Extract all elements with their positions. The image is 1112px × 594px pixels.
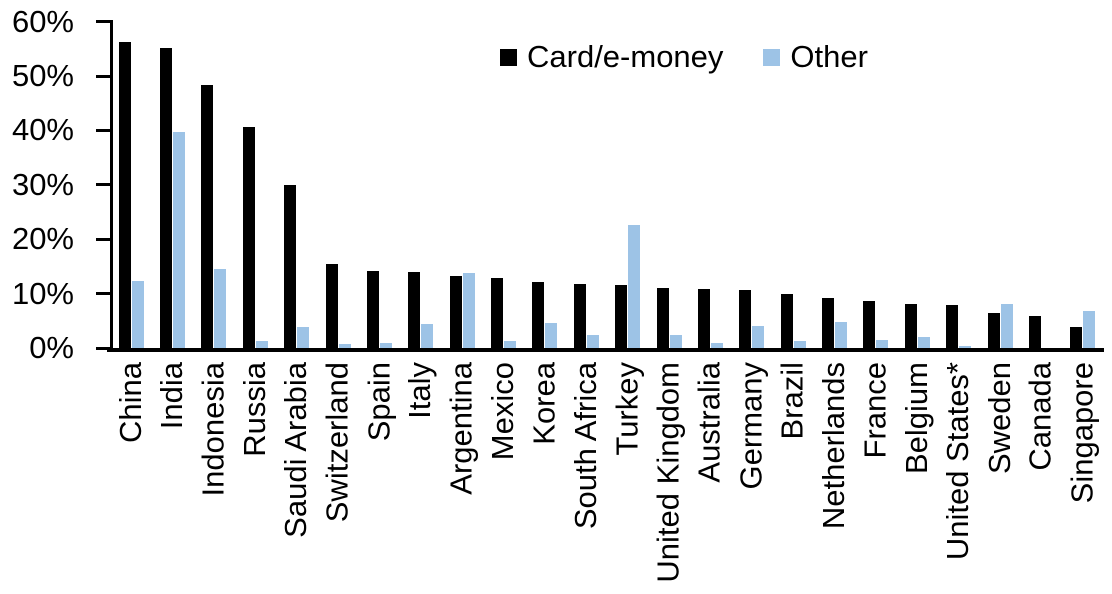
bar-other-brazil: [793, 341, 806, 348]
y-tick-mark-60%: [96, 20, 110, 24]
y-tick-mark-0%: [96, 346, 110, 350]
y-tick-mark-50%: [96, 74, 110, 78]
x-label-mexico: Mexico: [485, 362, 521, 461]
bar-other-netherlands: [835, 321, 848, 348]
y-tick-label-30%: 30%: [11, 166, 74, 202]
bar-card-e-money-netherlands: [822, 297, 835, 348]
legend-label-card-e-money: Card/e-money: [527, 39, 724, 74]
legend-item-card-e-money: Card/e-money: [500, 40, 723, 74]
x-label-russia: Russia: [236, 362, 272, 457]
x-label-argentina: Argentina: [443, 362, 479, 495]
bar-other-korea: [545, 322, 558, 348]
y-tick-label-0%: 0%: [29, 330, 74, 365]
bar-card-e-money-canada: [1028, 316, 1041, 348]
bar-card-e-money-mexico: [491, 278, 504, 348]
x-label-south-africa: South Africa: [567, 362, 603, 530]
y-tick-label-40%: 40%: [11, 112, 74, 148]
x-label-canada: Canada: [1022, 362, 1058, 471]
x-label-united-states: United States*: [940, 362, 976, 561]
bar-other-china: [131, 281, 144, 348]
y-tick-label-60%: 60%: [11, 3, 74, 39]
x-label-france: France: [857, 362, 893, 459]
bar-other-turkey: [628, 224, 641, 348]
x-label-germany: Germany: [733, 362, 769, 490]
bar-card-e-money-united-states: [946, 305, 959, 348]
bar-card-e-money-singapore: [1070, 326, 1083, 348]
y-tick-label-10%: 10%: [11, 275, 74, 311]
chart-legend: Card/e-money Other: [500, 40, 868, 74]
bar-other-united-kingdom: [669, 334, 682, 348]
bar-other-france: [876, 339, 889, 348]
bar-card-e-money-saudi-arabia: [284, 185, 297, 348]
bar-other-spain: [379, 343, 392, 348]
bar-other-argentina: [462, 273, 475, 348]
x-label-spain: Spain: [360, 362, 396, 442]
y-tick-label-50%: 50%: [11, 58, 74, 94]
bar-card-e-money-sweden: [987, 313, 1000, 348]
x-label-korea: Korea: [526, 362, 562, 445]
bar-card-e-money-korea: [532, 281, 545, 348]
legend-swatch-card-e-money: [500, 48, 517, 66]
bar-other-sweden: [1000, 303, 1013, 348]
x-label-belgium: Belgium: [898, 362, 934, 474]
bar-card-e-money-belgium: [904, 303, 917, 348]
bar-other-germany: [752, 326, 765, 348]
bar-card-e-money-russia: [242, 127, 255, 348]
legend-swatch-other: [763, 48, 781, 66]
x-label-australia: Australia: [691, 362, 727, 483]
bar-other-south-africa: [586, 334, 599, 348]
bar-card-e-money-italy: [408, 272, 421, 348]
bar-card-e-money-switzerland: [325, 263, 338, 348]
x-label-switzerland: Switzerland: [319, 362, 355, 523]
bar-other-singapore: [1083, 311, 1096, 348]
x-label-indonesia: Indonesia: [195, 362, 231, 497]
legend-item-other: Other: [763, 40, 868, 74]
bar-card-e-money-south-africa: [573, 283, 586, 348]
x-label-netherlands: Netherlands: [816, 362, 852, 530]
bar-other-saudi-arabia: [297, 327, 310, 348]
y-tick-label-20%: 20%: [11, 221, 74, 257]
x-label-sweden: Sweden: [981, 362, 1017, 475]
x-label-brazil: Brazil: [774, 362, 810, 440]
bar-other-italy: [421, 323, 434, 348]
y-tick-mark-30%: [96, 183, 110, 187]
x-axis-line: [107, 348, 1104, 352]
bar-card-e-money-indonesia: [201, 84, 214, 348]
bar-card-e-money-germany: [739, 290, 752, 348]
bar-other-india: [173, 131, 186, 348]
bar-other-united-states: [959, 345, 972, 348]
bar-card-e-money-france: [863, 301, 876, 348]
y-tick-mark-10%: [96, 292, 110, 296]
bar-card-e-money-australia: [697, 288, 710, 348]
bar-card-e-money-argentina: [449, 275, 462, 348]
bar-other-australia: [710, 342, 723, 348]
bar-card-e-money-china: [118, 41, 131, 348]
y-tick-mark-20%: [96, 237, 110, 241]
bar-card-e-money-india: [160, 48, 173, 348]
bar-card-e-money-brazil: [780, 294, 793, 348]
bar-other-russia: [255, 341, 268, 348]
x-label-united-kingdom: United Kingdom: [650, 362, 686, 583]
bar-other-indonesia: [214, 268, 227, 348]
x-label-turkey: Turkey: [609, 362, 645, 456]
bar-other-switzerland: [338, 343, 351, 348]
x-label-singapore: Singapore: [1064, 362, 1100, 504]
bar-card-e-money-turkey: [615, 284, 628, 348]
legend-label-other: Other: [790, 39, 868, 74]
x-label-saudi-arabia: Saudi Arabia: [278, 362, 314, 538]
y-tick-mark-40%: [96, 128, 110, 132]
bar-card-e-money-united-kingdom: [656, 287, 669, 348]
bar-card-e-money-spain: [366, 270, 379, 348]
y-axis-line: [110, 20, 113, 352]
x-label-italy: Italy: [402, 362, 438, 419]
bar-other-belgium: [917, 337, 930, 348]
bar-other-mexico: [504, 340, 517, 348]
x-label-china: China: [112, 362, 148, 443]
x-label-india: India: [154, 362, 190, 430]
